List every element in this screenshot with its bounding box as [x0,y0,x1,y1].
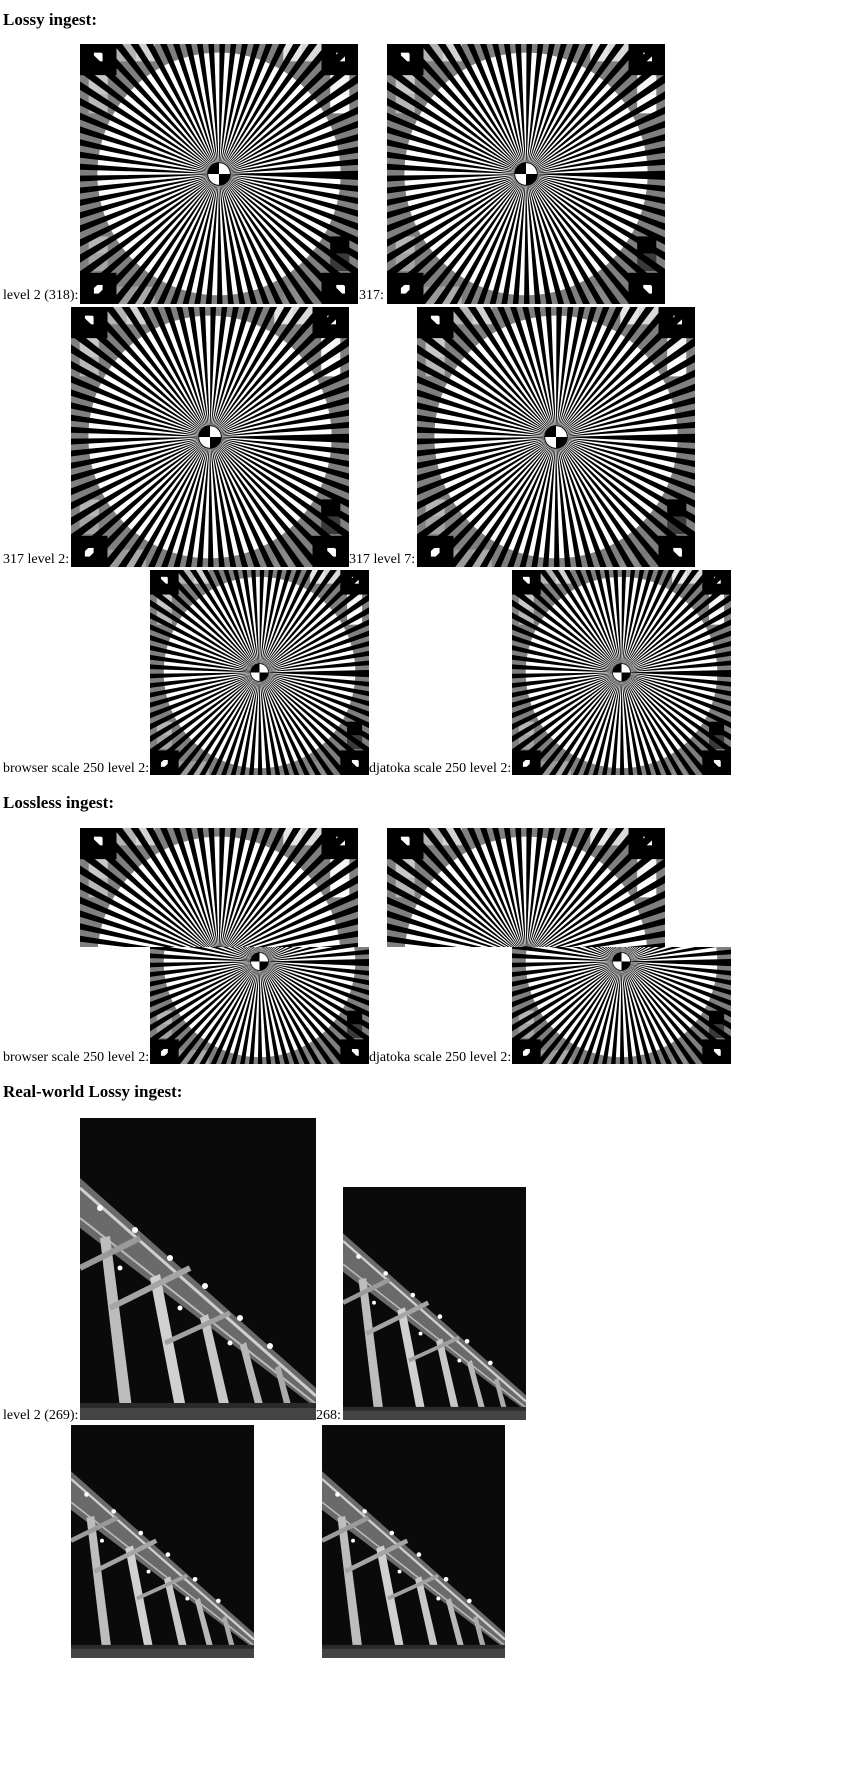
stadium-photo [322,1425,505,1789]
image-caption: level 2 (269): [3,1408,79,1423]
test-chart-image [512,570,731,775]
image-caption: djatoka scale 250 level 2: [369,1050,512,1065]
test-chart-image-partial [387,828,665,947]
image-caption: 317 level 2: [3,552,70,567]
test-chart-image [387,44,665,304]
image-caption: 268: [316,1408,341,1423]
stadium-photo [80,1118,316,1420]
image-caption: djatoka scale 250 level 2: [369,761,512,776]
test-chart-image-partial [80,828,358,947]
stadium-photo [343,1187,526,1420]
test-chart-image [150,570,369,775]
image-caption: browser scale 250 level 2: [3,1050,150,1065]
section-heading-lossless: Lossless ingest: [3,793,114,812]
test-chart-image [512,947,731,1064]
test-chart-image [417,307,695,567]
image-caption: browser scale 250 level 2: [3,761,150,776]
test-chart-image [150,947,369,1064]
stadium-photo [71,1425,254,1789]
test-chart-image [71,307,349,567]
image-caption: level 2 (318): [3,288,79,303]
image-caption: 317 level 7: [349,552,416,567]
image-caption: 317: [359,288,384,303]
section-heading-lossy: Lossy ingest: [3,10,97,29]
section-heading-realworld: Real-world Lossy ingest: [3,1082,183,1101]
test-chart-image [80,44,358,304]
